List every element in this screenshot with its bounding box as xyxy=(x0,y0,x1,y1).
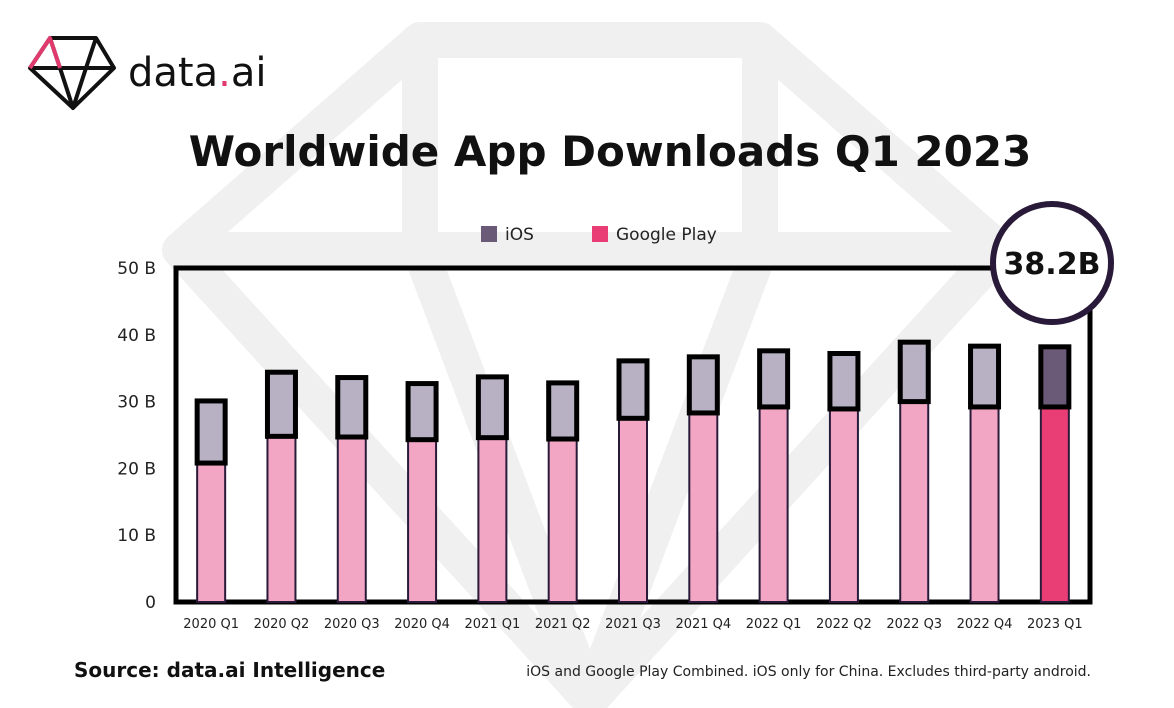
bar-ios xyxy=(897,339,931,405)
x-tick-label: 2021 Q2 xyxy=(535,617,591,632)
x-axis-ticks: 2020 Q1 2020 Q2 2020 Q3 2020 Q4 2021 Q1 2021 … xyxy=(183,617,1082,632)
diamond-logo-icon xyxy=(28,36,116,110)
y-tick-label: 0 xyxy=(145,593,156,613)
bar-ios xyxy=(616,358,650,421)
bar-google-play xyxy=(969,405,1000,603)
source-text: Source: data.ai Intelligence xyxy=(74,658,385,682)
y-tick-label: 40 B xyxy=(117,326,156,346)
x-tick-label: 2022 Q2 xyxy=(816,617,872,632)
bar-google-play xyxy=(828,407,859,603)
bar-google-play xyxy=(547,438,578,603)
callout-value: 38.2B xyxy=(1004,247,1101,282)
bar-ios xyxy=(546,380,580,442)
bar-ios xyxy=(1038,344,1072,410)
x-tick-label: 2020 Q2 xyxy=(254,617,310,632)
bar-ios xyxy=(264,369,298,439)
watermark-diamond xyxy=(162,22,1018,708)
bar-ios xyxy=(757,348,791,410)
x-tick-label: 2022 Q3 xyxy=(886,617,942,632)
x-tick-label: 2020 Q1 xyxy=(183,617,239,632)
bar-ios xyxy=(335,375,369,440)
legend: iOS Google Play xyxy=(481,225,717,245)
bar-ios xyxy=(475,374,509,441)
x-tick-label: 2021 Q1 xyxy=(465,617,521,632)
bar-ios xyxy=(194,398,228,466)
bar-ios xyxy=(968,343,1002,410)
brand-dot: . xyxy=(218,50,231,96)
total-callout: 38.2B xyxy=(990,201,1114,325)
bar-ios xyxy=(405,381,439,443)
y-axis-ticks: 0 10 B 20 B 30 B 40 B 50 B xyxy=(117,259,156,613)
x-tick-label: 2021 Q4 xyxy=(675,617,731,632)
x-tick-label: 2021 Q3 xyxy=(605,617,661,632)
bars xyxy=(194,339,1072,603)
legend-label-google-play: Google Play xyxy=(616,225,717,245)
x-tick-label: 2020 Q3 xyxy=(324,617,380,632)
bar-google-play xyxy=(477,436,508,603)
bar-google-play xyxy=(1039,405,1070,603)
y-tick-label: 10 B xyxy=(117,526,156,546)
bar-google-play xyxy=(758,405,789,603)
bar-google-play xyxy=(618,417,648,603)
bar-google-play xyxy=(407,438,438,603)
chart-title: Worldwide App Downloads Q1 2023 xyxy=(189,127,1032,176)
bar-google-play xyxy=(688,411,719,603)
y-tick-label: 50 B xyxy=(117,259,156,279)
bar-google-play xyxy=(336,436,367,603)
bar-ios xyxy=(686,354,720,416)
legend-swatch-ios xyxy=(481,226,497,242)
x-tick-label: 2020 Q4 xyxy=(394,617,450,632)
x-tick-label: 2022 Q1 xyxy=(746,617,802,632)
legend-swatch-google-play xyxy=(592,226,608,242)
x-tick-label: 2023 Q1 xyxy=(1027,617,1083,632)
footnote-text: iOS and Google Play Combined. iOS only f… xyxy=(526,664,1091,680)
brand-logo: data.ai xyxy=(28,36,266,110)
callout-circle xyxy=(990,201,1114,325)
y-tick-label: 30 B xyxy=(117,393,156,413)
legend-label-ios: iOS xyxy=(505,225,534,245)
bar-google-play xyxy=(266,435,297,603)
bar-ios xyxy=(827,351,861,412)
y-tick-label: 20 B xyxy=(117,459,156,479)
bar-google-play xyxy=(196,462,227,603)
x-tick-label: 2022 Q4 xyxy=(957,617,1013,632)
brand-name: data.ai xyxy=(128,50,266,96)
bar-google-play xyxy=(899,400,930,603)
